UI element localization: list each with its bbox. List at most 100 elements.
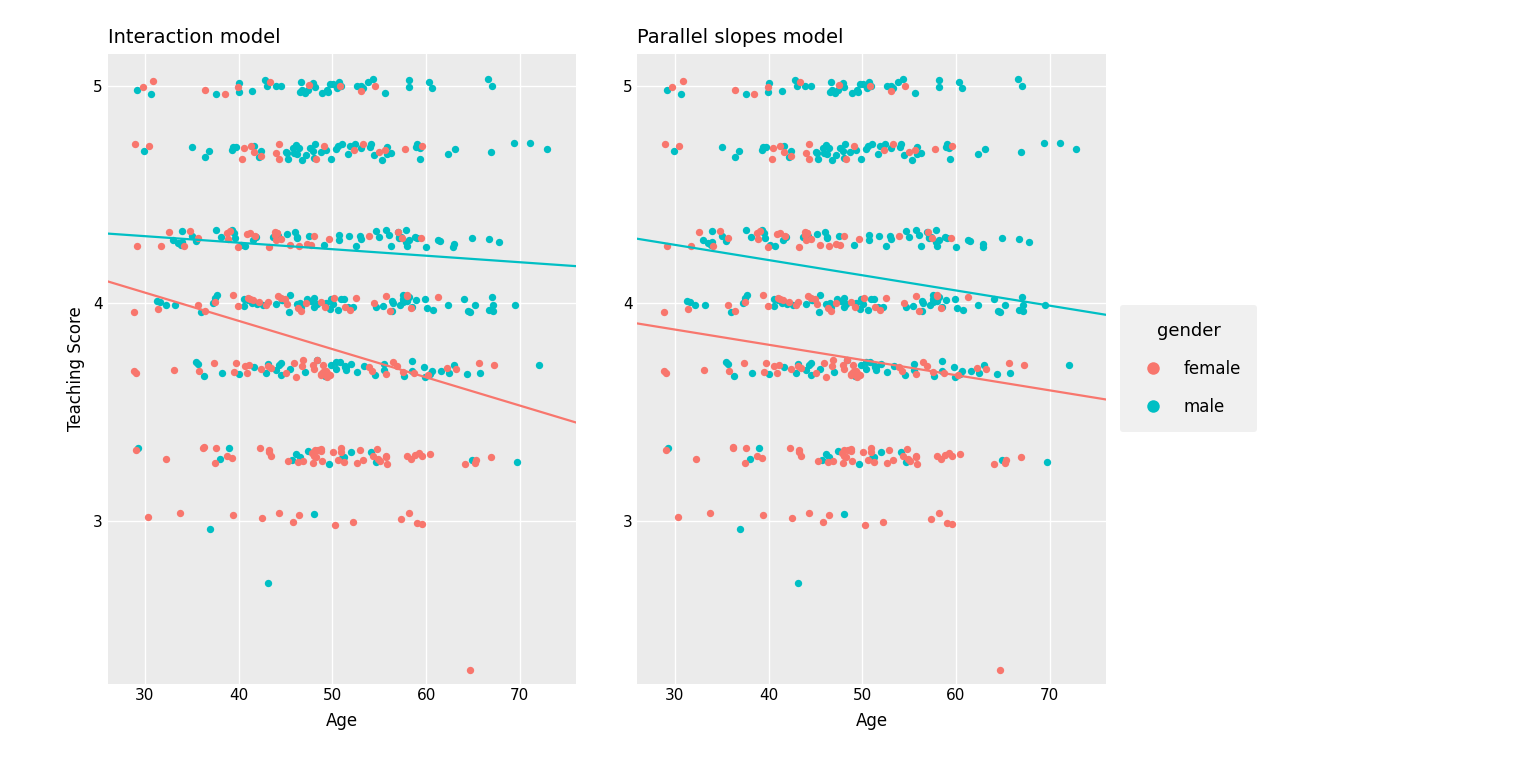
Point [410, 450, 435, 462]
Point [253, 299, 278, 311]
Point [381, 297, 406, 310]
Point [284, 448, 309, 460]
Point [854, 143, 879, 155]
Point [859, 137, 883, 150]
Point [292, 87, 316, 99]
Point [124, 443, 149, 455]
Point [229, 239, 253, 251]
Point [212, 88, 237, 100]
Point [425, 291, 450, 303]
Point [862, 451, 886, 463]
Point [223, 227, 247, 239]
Point [301, 292, 326, 304]
Point [378, 305, 402, 317]
Point [304, 451, 329, 463]
Point [733, 88, 757, 101]
Point [757, 78, 782, 90]
Point [290, 455, 315, 467]
Point [892, 369, 917, 381]
Point [894, 455, 919, 468]
Point [386, 360, 410, 372]
Point [753, 141, 777, 153]
Point [329, 452, 353, 465]
Point [180, 230, 204, 243]
Point [750, 223, 774, 236]
Point [900, 154, 925, 166]
Point [324, 362, 349, 375]
Point [327, 80, 352, 92]
Point [124, 240, 149, 252]
Point [739, 231, 763, 243]
Point [372, 358, 396, 370]
Point [295, 445, 319, 458]
Point [316, 86, 341, 98]
Text: Parallel slopes model: Parallel slopes model [637, 28, 843, 47]
Point [925, 289, 949, 301]
Point [948, 448, 972, 460]
Point [926, 290, 951, 303]
Point [404, 141, 429, 154]
Point [263, 80, 287, 92]
Point [840, 359, 865, 371]
Point [857, 233, 882, 246]
Point [654, 84, 679, 96]
Point [756, 300, 780, 313]
Point [246, 298, 270, 310]
Point [535, 143, 559, 155]
Point [269, 356, 293, 369]
Point [863, 361, 888, 373]
Point [201, 356, 226, 369]
Point [479, 451, 504, 463]
Point [223, 141, 247, 153]
Point [275, 147, 300, 159]
Point [241, 146, 266, 158]
Point [868, 357, 892, 369]
Point [481, 359, 505, 371]
Point [691, 364, 716, 376]
Point [312, 366, 336, 378]
Point [399, 355, 424, 367]
Point [862, 293, 886, 305]
Point [1064, 143, 1089, 155]
Point [389, 512, 413, 525]
Point [799, 369, 823, 381]
Point [232, 240, 257, 252]
Point [797, 137, 822, 150]
Point [839, 369, 863, 382]
Point [335, 147, 359, 160]
Point [857, 356, 882, 369]
Point [324, 82, 349, 94]
Point [733, 292, 757, 304]
Point [293, 297, 318, 310]
Point [467, 356, 492, 369]
Point [934, 294, 958, 306]
Point [1009, 145, 1034, 157]
Point [223, 366, 247, 378]
Point [699, 239, 723, 251]
Point [358, 141, 382, 154]
Point [349, 85, 373, 98]
Point [946, 76, 971, 88]
Point [1035, 456, 1060, 468]
Point [874, 240, 899, 252]
Point [945, 369, 969, 381]
Point [886, 230, 911, 243]
Point [745, 233, 770, 245]
Point [768, 227, 793, 240]
Point [803, 366, 828, 379]
Point [997, 356, 1021, 369]
Point [338, 303, 362, 316]
Point [833, 81, 857, 93]
Point [840, 87, 865, 99]
Point [244, 230, 269, 243]
Point [988, 306, 1012, 318]
Point [863, 362, 888, 374]
Point [733, 457, 757, 469]
Point [897, 230, 922, 243]
Point [894, 443, 919, 455]
Point [745, 227, 770, 240]
Point [799, 356, 823, 369]
Point [220, 223, 244, 236]
Point [906, 229, 931, 241]
Point [874, 366, 899, 378]
